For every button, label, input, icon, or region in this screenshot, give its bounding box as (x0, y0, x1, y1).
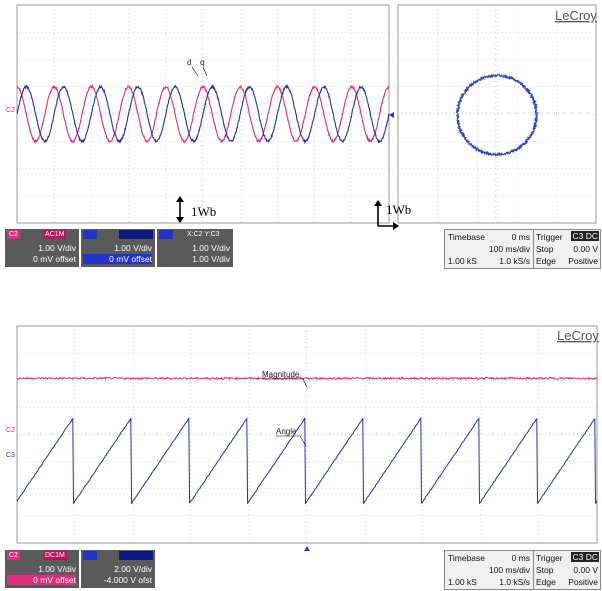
top-channel-c3-panel[interactable]: 1.00 V/div 0 mV offset (81, 229, 155, 267)
bottom-c3-scale: 2.00 V/div (114, 564, 152, 574)
bottom-c2-coupling-badge: DC1M (43, 551, 67, 560)
bottom-trigger-panel[interactable]: Trigger C3 DC Stop 0.00 V Edge Positive (533, 550, 601, 590)
flux-locus-trace (455, 73, 540, 157)
bottom-time-plot: LeCroy Magnitude Angle C2 C3 (6, 325, 599, 551)
bottom-c3-label: C3 (6, 452, 15, 459)
flux-scale-annotation-right: 1Wb (374, 200, 411, 230)
top-trigger-type: Edge (536, 256, 556, 266)
top-time-grid (16, 4, 390, 224)
angle-trace (16, 416, 598, 505)
top-timebase-rate: 1.0 kS/s (499, 256, 530, 266)
top-timebase-panel[interactable]: Timebase 0 ms 100 ms/div 1.00 kS 1.0 kS/… (444, 229, 534, 269)
bottom-timebase-label: Timebase (448, 553, 486, 563)
bottom-timebase-samples: 1.00 kS (448, 577, 477, 587)
bottom-trigger-label: Trigger (536, 553, 563, 563)
top-c2-coupling-badge: AC1M (43, 230, 67, 239)
top-trigger-level: 0.00 V (573, 244, 598, 254)
top-c3-offset: 0 mV offset (83, 254, 152, 264)
top-trigger-label: Trigger (536, 232, 563, 242)
top-c3-scale: 1.00 V/div (114, 243, 152, 253)
lecroy-logo-top: LeCroy (555, 8, 597, 23)
top-c2-offset: 0 mV offset (33, 254, 76, 264)
top-time-traces (16, 83, 390, 145)
bottom-timebase-per-div: 100 ms/div (488, 565, 530, 575)
top-xy-grid (397, 4, 597, 224)
top-c3-coupling-badge (119, 230, 153, 239)
top-timebase-delay: 0 ms (511, 232, 530, 242)
top-xy-source-label: X:C2 Y:C3 (187, 231, 220, 238)
top-channel-c2-panel[interactable]: C2 AC1M 1.00 V/div 0 mV offset (5, 229, 79, 267)
flux-scale-annotation-left: 1Wb (176, 196, 216, 223)
top-timebase-label: Timebase (448, 232, 486, 242)
top-trigger-panel[interactable]: Trigger C3 DC Stop 0.00 V Edge Positive (533, 229, 601, 269)
top-c2-scale: 1.00 V/div (38, 243, 76, 253)
bottom-trigger-type: Edge (536, 577, 556, 587)
lecroy-logo-bottom: LeCroy (557, 328, 599, 343)
bottom-channel-c3-panel[interactable]: 2.00 V/div -4.000 V ofst (81, 550, 155, 588)
flux-locus-circle (455, 73, 540, 157)
annotation-d: d (187, 58, 191, 67)
bottom-timebase-panel[interactable]: Timebase 0 ms 100 ms/div 1.00 kS 1.0 kS/… (444, 550, 534, 590)
top-c2-label: C2 (6, 107, 15, 114)
bottom-trigger-slope: Positive (568, 577, 598, 587)
annotation-q: q (200, 58, 204, 67)
bottom-trigger-source: C3 DC (571, 552, 599, 562)
top-trigger-slope: Positive (568, 256, 598, 266)
bottom-time-grid (16, 325, 598, 544)
annotation-d-leader (191, 66, 199, 77)
bottom-c2-label: C2 (6, 427, 15, 434)
annotation-magnitude: Magnitude (262, 370, 300, 379)
flux-scale-label-left: 1Wb (191, 204, 216, 219)
trigger-level-marker (389, 112, 394, 118)
bottom-channel-c2-panel[interactable]: C2 DC1M 1.00 V/div 0 mV offset (5, 550, 79, 588)
bottom-time-traces (16, 376, 598, 505)
top-xy-tag (159, 230, 173, 239)
annotation-magnitude-leader (302, 378, 308, 388)
bottom-c3-coupling-badge (119, 551, 153, 560)
flux-d-trace (16, 83, 390, 144)
top-trigger-mode: Stop (536, 244, 554, 254)
top-c3-tag (83, 230, 97, 239)
top-xy-y-scale: 1.00 V/div (192, 254, 230, 264)
top-xy-math-panel[interactable]: X:C2 Y:C3 1.00 V/div 1.00 V/div (157, 229, 233, 267)
magnitude-trace (16, 376, 598, 381)
bottom-c2-tag: C2 (7, 551, 20, 560)
top-c2-tag: C2 (7, 230, 20, 239)
annotation-q-leader (202, 66, 208, 77)
annotation-angle: Angle (276, 427, 297, 436)
bottom-trigger-level: 0.00 V (573, 565, 598, 575)
bottom-c3-tag (83, 551, 97, 560)
top-xy-plot: LeCroy (397, 4, 597, 224)
annotation-angle-leader (299, 435, 307, 447)
top-timebase-per-div: 100 ms/div (488, 244, 530, 254)
flux-scale-label-right: 1Wb (386, 202, 411, 217)
top-xy-x-scale: 1.00 V/div (192, 243, 230, 253)
bottom-c2-scale: 1.00 V/div (38, 564, 76, 574)
bottom-trigger-mode: Stop (536, 565, 554, 575)
top-trigger-source: C3 DC (571, 231, 599, 241)
bottom-timebase-rate: 1.0 kS/s (499, 577, 530, 587)
top-timebase-samples: 1.00 kS (448, 256, 477, 266)
bottom-c3-offset: -4.000 V ofst (103, 575, 152, 585)
bottom-timebase-delay: 0 ms (511, 553, 530, 563)
flux-q-trace (16, 84, 390, 145)
top-time-plot: C2 d q (6, 4, 394, 233)
bottom-c2-offset: 0 mV offset (7, 575, 76, 585)
bottom-trigger-position-marker (304, 546, 310, 551)
